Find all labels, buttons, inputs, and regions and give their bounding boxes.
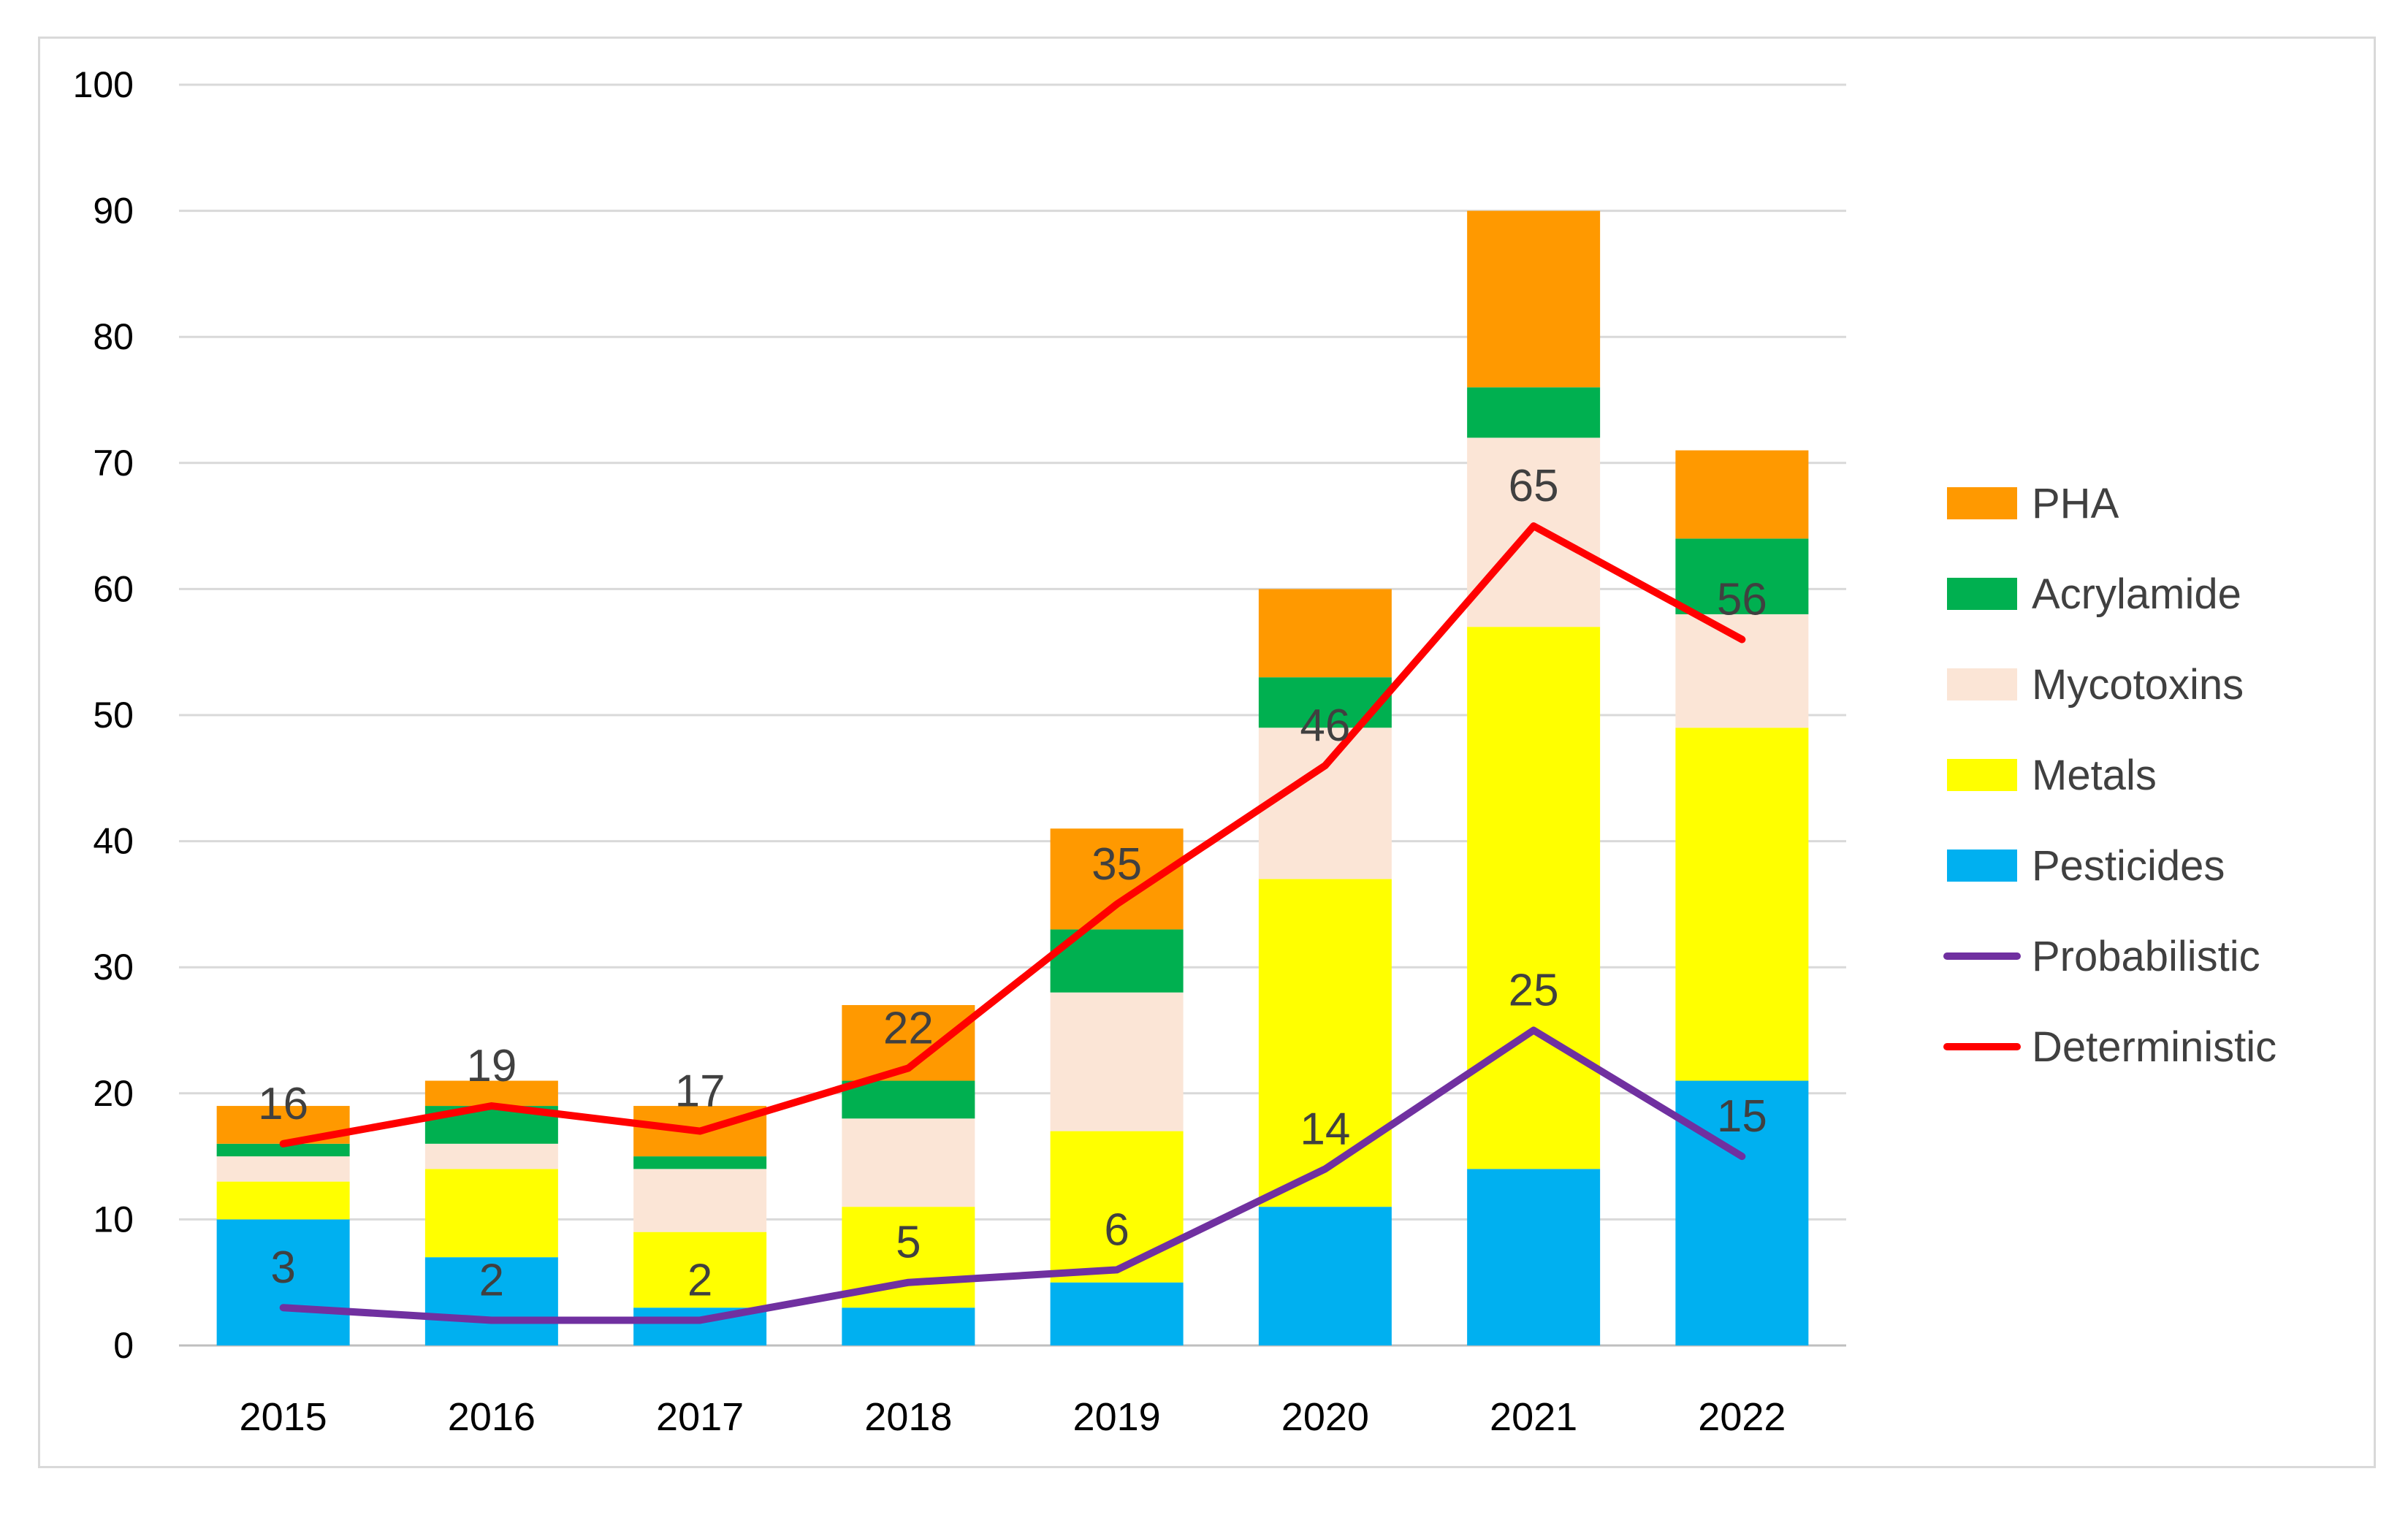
bar-acrylamide-2018 [842, 1080, 975, 1119]
bar-pesticides-2018 [842, 1307, 975, 1345]
y-axis: 0 10 20 30 40 50 60 70 80 90 100 [73, 64, 134, 1366]
bar-pesticides-2020 [1258, 1207, 1392, 1345]
bar-mycotoxins-2021 [1467, 438, 1601, 627]
x-tick-label-2020: 2020 [1281, 1395, 1369, 1439]
bar-acrylamide-2015 [216, 1143, 350, 1157]
y-tick-label-60: 60 [93, 568, 134, 609]
bars [216, 210, 1809, 1345]
chart-frame: 0 10 20 30 40 50 60 70 80 90 100 3 2 2 5 6 14 25 15 16 19 17… [38, 37, 2376, 1468]
legend-swatch-pha [1947, 487, 2017, 519]
legend-label-acrylamide: Acrylamide [2032, 570, 2241, 618]
y-tick-label-100: 100 [73, 64, 134, 105]
bar-mycotoxins-2017 [633, 1169, 767, 1232]
bar-pesticides-2022 [1675, 1080, 1809, 1345]
data-label-probabilistic-2015: 3 [270, 1242, 295, 1293]
bar-acrylamide-2022 [1675, 538, 1809, 614]
legend: PHA Acrylamide Mycotoxins Metals Pesticides P… [1943, 480, 2276, 1071]
bar-pesticides-2016 [424, 1257, 558, 1345]
bar-mycotoxins-2022 [1675, 614, 1809, 728]
bar-metals-2021 [1467, 627, 1601, 1169]
bar-metals-2020 [1258, 879, 1392, 1207]
bar-metals-2022 [1675, 728, 1809, 1081]
y-tick-label-20: 20 [93, 1073, 134, 1114]
data-label-deterministic-2016: 19 [466, 1041, 517, 1091]
y-tick-label-0: 0 [113, 1325, 134, 1366]
bar-mycotoxins-2018 [842, 1118, 975, 1207]
x-tick-label-2019: 2019 [1073, 1395, 1161, 1439]
data-label-probabilistic-2017: 2 [687, 1255, 712, 1305]
data-label-deterministic-2018: 22 [883, 1003, 934, 1053]
legend-swatch-metals [1947, 759, 2017, 791]
y-tick-label-50: 50 [93, 695, 134, 736]
x-tick-label-2017: 2017 [656, 1395, 744, 1439]
y-tick-label-90: 90 [93, 191, 134, 232]
data-label-deterministic-2019: 35 [1091, 839, 1142, 890]
bar-mycotoxins-2016 [424, 1143, 558, 1169]
x-tick-label-2016: 2016 [448, 1395, 536, 1439]
data-label-probabilistic-2016: 2 [479, 1255, 504, 1305]
bar-mycotoxins-2020 [1258, 728, 1392, 879]
bar-metals-2015 [216, 1181, 350, 1220]
legend-label-mycotoxins: Mycotoxins [2032, 661, 2244, 709]
y-tick-label-30: 30 [93, 947, 134, 988]
legend-swatch-acrylamide [1947, 578, 2017, 610]
legend-label-probabilistic: Probabilistic [2032, 933, 2260, 980]
data-label-deterministic-2020: 46 [1300, 700, 1350, 751]
bar-mycotoxins-2019 [1050, 992, 1184, 1131]
data-label-probabilistic-2019: 6 [1104, 1204, 1129, 1255]
y-tick-label-70: 70 [93, 443, 134, 484]
bar-acrylamide-2021 [1467, 387, 1601, 438]
data-label-deterministic-2022: 56 [1717, 574, 1767, 625]
data-label-probabilistic-2020: 14 [1300, 1104, 1350, 1154]
bar-metals-2017 [633, 1232, 767, 1308]
line-deterministic [279, 522, 1746, 1148]
bar-pesticides-2021 [1467, 1169, 1601, 1345]
series-lines [279, 522, 1746, 1324]
line-probabilistic [279, 1026, 1746, 1324]
x-tick-label-2018: 2018 [864, 1395, 952, 1439]
y-tick-label-40: 40 [93, 821, 134, 862]
bar-pesticides-2019 [1050, 1282, 1184, 1345]
data-label-probabilistic-2021: 25 [1509, 966, 1559, 1016]
bar-pha-2016 [424, 1080, 558, 1107]
legend-label-deterministic: Deterministic [2032, 1023, 2276, 1071]
bar-pha-2020 [1258, 589, 1392, 678]
legend-label-metals: Metals [2032, 752, 2157, 799]
data-label-deterministic-2017: 17 [675, 1066, 725, 1117]
bar-pha-2021 [1467, 210, 1601, 388]
legend-label-pha: PHA [2032, 480, 2119, 527]
data-label-deterministic-2021: 65 [1509, 461, 1559, 511]
x-axis: 2015 2016 2017 2018 2019 2020 2021 2022 [240, 1395, 1786, 1439]
bar-mycotoxins-2015 [216, 1156, 350, 1182]
y-tick-label-10: 10 [93, 1199, 134, 1240]
data-label-probabilistic-2018: 5 [896, 1218, 921, 1268]
data-label-probabilistic-2022: 15 [1717, 1091, 1767, 1142]
bar-metals-2016 [424, 1169, 558, 1258]
bar-pha-2022 [1675, 450, 1809, 539]
legend-swatch-pesticides [1947, 850, 2017, 882]
x-tick-label-2021: 2021 [1490, 1395, 1577, 1439]
data-label-deterministic-2015: 16 [258, 1079, 308, 1129]
bar-metals-2019 [1050, 1131, 1184, 1283]
y-tick-label-80: 80 [93, 316, 134, 357]
legend-label-pesticides: Pesticides [2032, 842, 2225, 890]
x-tick-label-2015: 2015 [240, 1395, 327, 1439]
legend-swatch-mycotoxins [1947, 668, 2017, 700]
bar-acrylamide-2017 [633, 1156, 767, 1169]
bar-pesticides-2015 [216, 1219, 350, 1345]
x-tick-label-2022: 2022 [1698, 1395, 1786, 1439]
